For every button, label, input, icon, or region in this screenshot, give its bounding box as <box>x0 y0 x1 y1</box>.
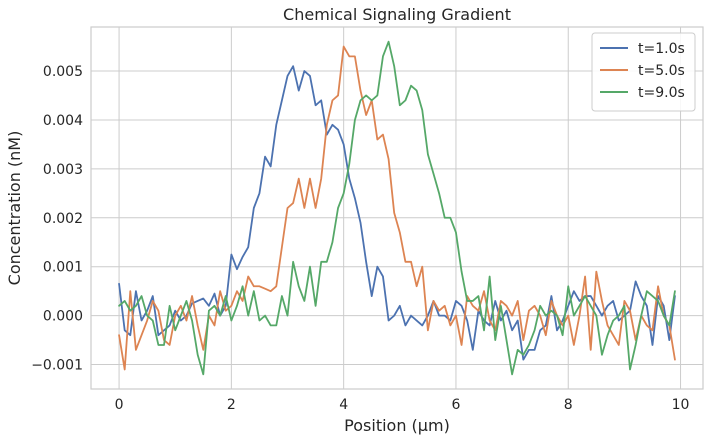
y-tick-label: −0.001 <box>31 358 83 374</box>
y-tick-label: 0.000 <box>43 309 83 325</box>
legend: t=1.0s t=5.0s t=9.0s <box>591 32 696 112</box>
legend-entry: t=5.0s <box>638 63 685 79</box>
x-axis-label: Position (µm) <box>344 416 450 435</box>
y-axis-label: Concentration (nM) <box>5 131 24 286</box>
y-tick-label: 0.004 <box>43 113 83 129</box>
y-tick-label: 0.002 <box>43 211 83 227</box>
legend-entry: t=9.0s <box>638 85 685 101</box>
legend-entry: t=1.0s <box>638 41 685 57</box>
x-tick-label: 0 <box>115 397 124 413</box>
series <box>118 40 676 376</box>
x-tick-label: 4 <box>339 397 348 413</box>
y-tick-label: 0.005 <box>43 64 83 80</box>
plot-frame <box>90 26 704 390</box>
chart-title: Chemical Signaling Gradient <box>283 5 511 24</box>
series-line-3 <box>118 40 676 376</box>
y-tick-label: 0.001 <box>43 260 83 276</box>
x-tick-label: 10 <box>672 397 690 413</box>
series-line-2 <box>118 45 676 371</box>
x-tick-label: 8 <box>564 397 573 413</box>
x-tick-label: 2 <box>227 397 236 413</box>
y-tick-label: 0.003 <box>43 162 83 178</box>
ticks: 0 2 4 6 8 10 −0.001 0.000 0.001 0.002 0.003 0.004 0.… <box>31 64 689 413</box>
x-tick-label: 6 <box>451 397 460 413</box>
